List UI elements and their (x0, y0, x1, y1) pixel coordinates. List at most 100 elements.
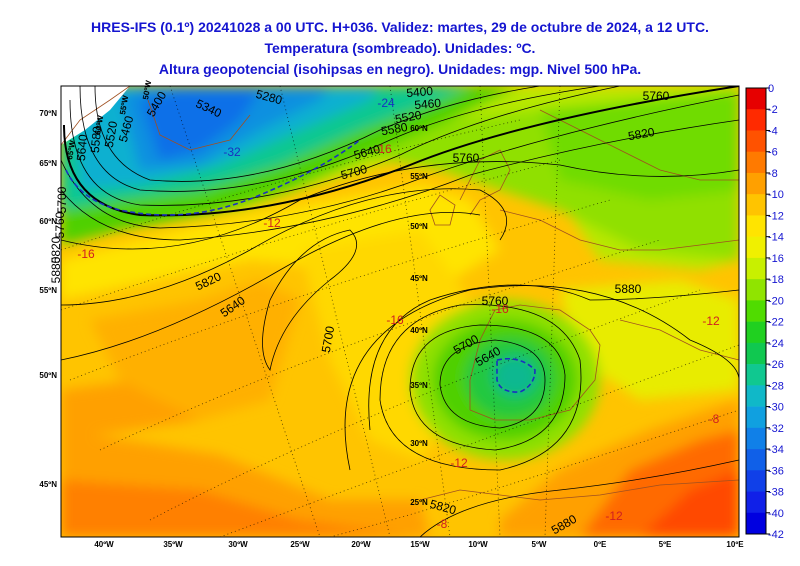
legend-swatch (746, 151, 766, 174)
legend-tick-label: -12 (768, 210, 784, 222)
isohypse-label: 5460 (414, 96, 442, 112)
isohypse-label: 5580 (380, 120, 409, 138)
isohypse-label: 5880 (49, 256, 63, 283)
isohypse-label: 5760 (643, 89, 670, 103)
legend-swatch (746, 215, 766, 237)
lat-label: 60ºN (39, 217, 57, 226)
isotherm-label: -24 (377, 96, 395, 110)
isohypse-label: 5820 (428, 497, 458, 518)
legend-tick-label: -2 (768, 104, 778, 116)
lon-label: 0ºE (594, 540, 607, 549)
isohypse-label: 5640 (74, 133, 90, 161)
isohypse-label: 5700 (55, 186, 69, 213)
legend-swatch (746, 88, 766, 110)
legend-swatch (746, 109, 766, 131)
graticule (61, 86, 739, 537)
legend-frame (745, 87, 767, 535)
isotherm-label: -12 (263, 216, 281, 230)
inner-latitude-labels: 60ºN 55ºN 50ºN 45ºN 40ºN 35ºN 30ºN 25ºN (410, 124, 428, 507)
isohypse-label: 5760 (482, 294, 509, 308)
legend-swatch (746, 385, 766, 407)
legend-swatch (746, 342, 766, 365)
isohypse-label: 5520 (102, 120, 120, 149)
legend-swatch (746, 470, 766, 492)
legend-tick-label: -14 (768, 232, 784, 244)
lon-label: 30ºW (228, 540, 248, 549)
legend-tick-label: -10 (768, 189, 784, 201)
lat-label: 55ºN (39, 286, 57, 295)
legend-tick-label: -22 (768, 317, 784, 329)
lon-label: 5ºW (532, 540, 547, 549)
isohypse-label: 5880 (615, 282, 642, 296)
inner-lon-label: 65ºW (65, 139, 77, 160)
isotherm-label: -16 (77, 247, 95, 261)
legend-tick-label: -30 (768, 402, 784, 414)
isohypse-label: 5820 (49, 236, 63, 263)
inner-lat-label: 50ºN (410, 222, 428, 231)
inner-lon-label: 55ºW (118, 94, 130, 115)
isotherm-label: -16 (491, 302, 509, 316)
coastlines (61, 86, 739, 501)
legend-tick-label: -16 (768, 253, 784, 265)
legend-tick-label: -4 (768, 125, 778, 137)
legend-tick-label: -42 (768, 529, 784, 541)
isohypse-label: 5640 (352, 142, 382, 163)
isotherm-label: -16 (386, 313, 404, 327)
lon-label: 15ºW (410, 540, 430, 549)
isotherm-value-labels: -24 -32 -16 -16 -12 -16 -12 -12 -8 -8 -16 -12 (77, 96, 720, 531)
isohypse-label: 5700 (339, 162, 369, 183)
lat-label: 45ºN (39, 480, 57, 489)
lon-label: 10ºW (468, 540, 488, 549)
title-line-2: Temperatura (sombreado). Unidades: ºC. (264, 40, 536, 56)
longitude-labels: 40ºW 35ºW 30ºW 25ºW 20ºW 15ºW 10ºW 5ºW 0ºE 5ºE 10º… (94, 540, 744, 549)
legend-tick-label: -24 (768, 338, 784, 350)
inner-lon-label: 60ºW (93, 114, 105, 135)
legend-swatch (746, 236, 766, 259)
lon-label: 25ºW (290, 540, 310, 549)
lat-label: 70ºN (39, 109, 57, 118)
inner-lon-label: 50ºW (141, 79, 153, 100)
inner-lat-label: 45ºN (410, 274, 428, 283)
legend-tick-label: -40 (768, 508, 784, 520)
isotherm-label: -12 (605, 509, 623, 523)
isotherm-label: -12 (702, 314, 720, 328)
isotherm-label: -16 (374, 142, 392, 156)
lon-label: 40ºW (94, 540, 114, 549)
title-line-1: HRES-IFS (0.1º) 20241028 a 00 UTC. H+036… (91, 19, 709, 35)
legend-tick-label: -38 (768, 487, 784, 499)
legend-swatch (746, 512, 766, 535)
lat-label: 65ºN (39, 159, 57, 168)
legend-swatch (746, 364, 766, 386)
latitude-labels: 70ºN 65ºN 60ºN 55ºN 50ºN 45ºN (39, 109, 57, 489)
legend-tick-label: -6 (768, 147, 778, 159)
legend-tick-label: -8 (768, 168, 778, 180)
legend-tick-label: -26 (768, 359, 784, 371)
lon-label: 5ºE (659, 540, 672, 549)
inner-lat-label: 60ºN (410, 124, 428, 133)
legend-swatch (746, 257, 766, 280)
lat-label: 50ºN (39, 371, 57, 380)
isohypse-label: 5460 (116, 114, 137, 144)
isotherm-label: -8 (709, 412, 720, 426)
legend-tick-label: -18 (768, 274, 784, 286)
isohypse-label: 5280 (254, 87, 284, 108)
legend-swatch (746, 130, 766, 153)
cold-isotherms (65, 139, 536, 393)
isohypse-label: 5820 (627, 125, 656, 143)
legend-swatch (746, 172, 766, 195)
title-line-3: Altura geopotencial (isohipsas en negro)… (158, 61, 642, 77)
legend-tick-label: -34 (768, 444, 784, 456)
map-frame (60, 85, 740, 538)
isohypse-label: 5700 (319, 325, 337, 354)
isotherm-label: -12 (450, 456, 468, 470)
isohypses (61, 86, 739, 537)
lon-label: 35ºW (163, 540, 183, 549)
legend-swatch (746, 491, 766, 514)
legend-tick-label: -36 (768, 465, 784, 477)
temperature-shading (61, 86, 739, 537)
inner-lat-label: 40ºN (410, 326, 428, 335)
lon-label: 10ºE (726, 540, 744, 549)
legend-swatch (746, 406, 766, 429)
isotherm-label: -8 (437, 517, 448, 531)
inner-lat-label: 25ºN (410, 498, 428, 507)
